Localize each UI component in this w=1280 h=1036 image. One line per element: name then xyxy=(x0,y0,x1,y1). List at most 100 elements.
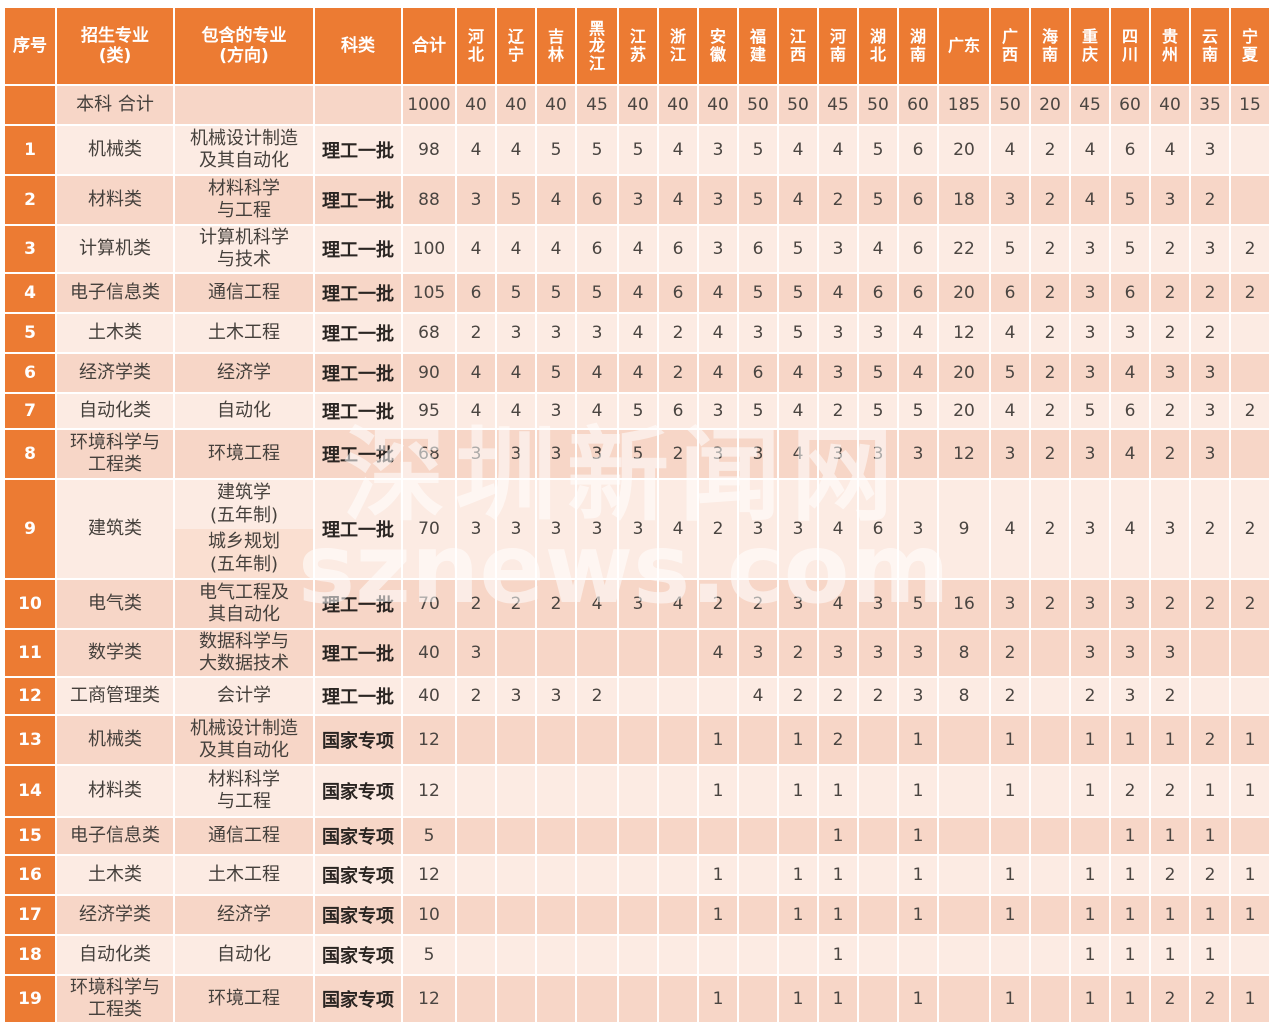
cell-province-value xyxy=(939,716,989,764)
cell-sub-major: 数据科学与 大数据技术 xyxy=(175,630,313,676)
cell-row-number: 3 xyxy=(5,226,55,272)
cell-province-value xyxy=(497,716,535,764)
cell-province-value: 1 xyxy=(991,896,1029,934)
cell-province-value: 2 xyxy=(1191,314,1229,352)
cell-province-value: 5 xyxy=(537,274,575,312)
cell-province-value: 40 xyxy=(619,86,657,124)
cell-province-value: 2 xyxy=(457,580,495,628)
cell-province-value xyxy=(859,766,897,816)
cell-province-value: 4 xyxy=(1071,176,1109,224)
cell-province-value xyxy=(659,896,697,934)
column-header-henan: 河 南 xyxy=(819,8,857,84)
cell-province-value: 1 xyxy=(699,766,737,816)
cell-major: 工商管理类 xyxy=(57,678,173,714)
cell-province-value: 1 xyxy=(779,896,817,934)
cell-province-value: 6 xyxy=(577,176,617,224)
cell-province-value xyxy=(619,976,657,1022)
table-row: 9 建筑类 建筑学 (五年制) 城乡规划 (五年制) 理工一批 70 3 3 3 3 3 4 2 3 3 4 6… xyxy=(5,480,1269,578)
cell-province-value xyxy=(537,936,575,974)
cell-province-value: 3 xyxy=(899,678,937,714)
cell-province-value: 4 xyxy=(1071,126,1109,174)
cell-province-value: 5 xyxy=(537,354,575,392)
cell-sub-major: 机械设计制造 及其自动化 xyxy=(175,716,313,764)
cell-sub-major: 土木工程 xyxy=(175,314,313,352)
cell-province-value: 40 xyxy=(537,86,575,124)
cell-province-value: 1 xyxy=(819,766,857,816)
cell-province-value: 6 xyxy=(899,176,937,224)
cell-province-value: 2 xyxy=(537,580,575,628)
cell-province-value: 40 xyxy=(1151,86,1189,124)
table-row: 12 工商管理类 会计学 理工一批 40 2 3 3 2 4 2 2 2 3 8 2 2 3 2 xyxy=(5,678,1269,714)
cell-province-value: 2 xyxy=(1031,314,1069,352)
cell-province-value xyxy=(859,856,897,894)
cell-major: 电子信息类 xyxy=(57,274,173,312)
cell-province-value: 4 xyxy=(497,394,535,428)
cell-province-value: 1 xyxy=(699,856,737,894)
cell-province-value: 3 xyxy=(819,314,857,352)
cell-province-value: 5 xyxy=(739,394,777,428)
cell-province-value: 40 xyxy=(699,86,737,124)
cell-province-value: 6 xyxy=(991,274,1029,312)
cell-province-value: 3 xyxy=(859,314,897,352)
cell-province-value: 2 xyxy=(819,678,857,714)
cell-province-value xyxy=(939,936,989,974)
cell-province-value xyxy=(1231,176,1269,224)
cell-province-value: 1 xyxy=(1231,896,1269,934)
cell-province-value xyxy=(457,716,495,764)
cell-province-value: 4 xyxy=(457,394,495,428)
admissions-plan-table: 序号 招生专业 (类) 包含的专业 (方向) 科类 合计河 北辽 宁吉 林黑 龙 江江 … xyxy=(3,6,1271,1024)
cell-province-value: 2 xyxy=(1031,430,1069,478)
cell-province-value: 5 xyxy=(537,126,575,174)
cell-province-value xyxy=(699,678,737,714)
cell-row-number: 11 xyxy=(5,630,55,676)
cell-total: 90 xyxy=(403,354,455,392)
cell-category: 国家专项 xyxy=(315,766,401,816)
cell-sub-major: 通信工程 xyxy=(175,818,313,854)
cell-province-value: 4 xyxy=(779,354,817,392)
cell-province-value: 4 xyxy=(577,394,617,428)
cell-province-value xyxy=(1031,630,1069,676)
cell-province-value: 3 xyxy=(1191,226,1229,272)
cell-major: 数学类 xyxy=(57,630,173,676)
cell-province-value: 3 xyxy=(1111,678,1149,714)
cell-province-value: 5 xyxy=(739,274,777,312)
cell-province-value: 9 xyxy=(939,480,989,578)
cell-province-value xyxy=(899,936,937,974)
admissions-plan-page: 序号 招生专业 (类) 包含的专业 (方向) 科类 合计河 北辽 宁吉 林黑 龙 江江 … xyxy=(3,6,1271,1024)
cell-province-value xyxy=(497,936,535,974)
cell-province-value: 40 xyxy=(457,86,495,124)
cell-province-value xyxy=(1231,126,1269,174)
cell-province-value: 5 xyxy=(859,354,897,392)
cell-province-value: 2 xyxy=(1151,976,1189,1022)
cell-province-value: 3 xyxy=(899,480,937,578)
cell-province-value: 3 xyxy=(779,580,817,628)
cell-province-value xyxy=(1031,856,1069,894)
cell-province-value: 2 xyxy=(779,678,817,714)
cell-row-number: 15 xyxy=(5,818,55,854)
cell-sub-major: 土木工程 xyxy=(175,856,313,894)
cell-province-value: 2 xyxy=(699,580,737,628)
column-header-major: 招生专业 (类) xyxy=(57,8,173,84)
cell-province-value: 5 xyxy=(497,274,535,312)
cell-province-value xyxy=(1231,818,1269,854)
cell-major: 电气类 xyxy=(57,580,173,628)
cell-province-value: 60 xyxy=(899,86,937,124)
cell-province-value: 1 xyxy=(899,818,937,854)
cell-province-value: 4 xyxy=(899,314,937,352)
table-row: 6 经济学类 经济学 理工一批 90 4 4 5 4 4 2 4 6 4 3 5 4 20 5 2 3 4 3 3 xyxy=(5,354,1269,392)
cell-category: 国家专项 xyxy=(315,716,401,764)
cell-province-value xyxy=(497,976,535,1022)
cell-total: 100 xyxy=(403,226,455,272)
cell-province-value: 2 xyxy=(1231,580,1269,628)
cell-major: 自动化类 xyxy=(57,394,173,428)
cell-province-value: 1 xyxy=(819,936,857,974)
cell-province-value xyxy=(1231,430,1269,478)
cell-province-value: 1 xyxy=(779,856,817,894)
cell-province-value xyxy=(659,716,697,764)
table-row: 5 土木类 土木工程 理工一批 68 2 3 3 3 4 2 4 3 5 3 3 4 12 4 2 3 3 2 2 xyxy=(5,314,1269,352)
cell-province-value xyxy=(859,976,897,1022)
cell-major: 电子信息类 xyxy=(57,818,173,854)
cell-province-value: 3 xyxy=(991,176,1029,224)
cell-province-value: 20 xyxy=(939,126,989,174)
cell-province-value: 1 xyxy=(1071,976,1109,1022)
